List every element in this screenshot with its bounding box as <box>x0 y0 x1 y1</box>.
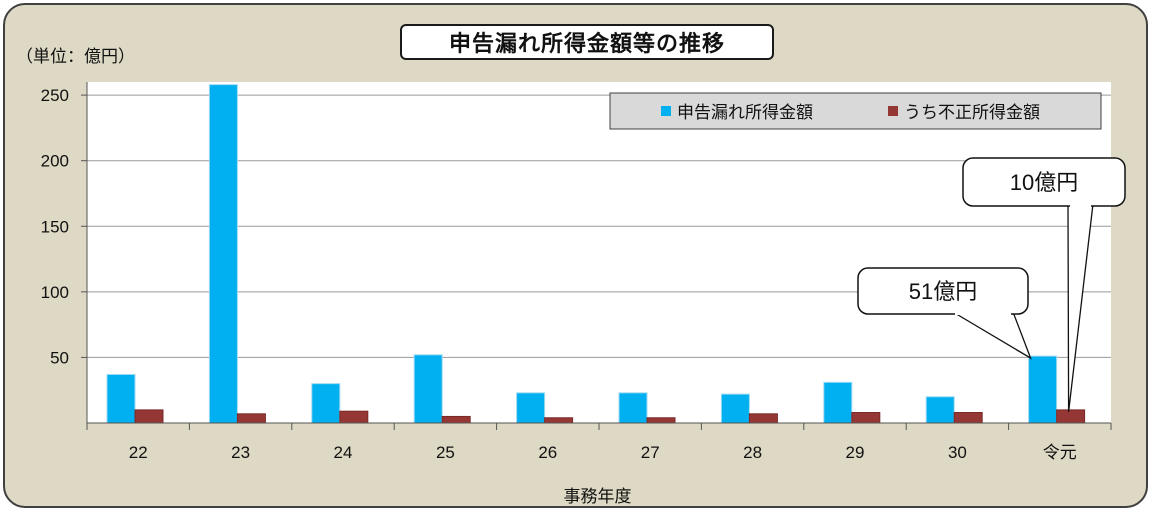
y-tick-label: 200 <box>41 152 69 171</box>
x-tick-label: 29 <box>846 443 865 462</box>
legend-swatch <box>888 106 898 116</box>
y-tick-label: 100 <box>41 283 69 302</box>
bar-series-2 <box>544 417 574 424</box>
x-tick-label: 24 <box>334 443 353 462</box>
bar-series-1 <box>208 84 238 424</box>
x-tick-label: 22 <box>129 443 148 462</box>
plot-area <box>87 82 1111 423</box>
bar-series-2 <box>748 413 778 424</box>
y-tick-label: 150 <box>41 217 69 236</box>
x-tick-label: 30 <box>948 443 967 462</box>
bar-series-2 <box>1056 409 1086 424</box>
callout-box <box>857 267 1029 315</box>
bar-series-2 <box>134 409 164 424</box>
bar-series-1 <box>311 383 341 424</box>
bar-series-1 <box>925 396 955 424</box>
x-tick-label: 23 <box>231 443 250 462</box>
bar-series-1 <box>618 392 648 424</box>
x-tick-label: 令元 <box>1043 443 1077 462</box>
callout-join <box>1070 203 1091 207</box>
chart-title: 申告漏れ所得金額等の推移 <box>400 24 774 60</box>
legend-label: うち不正所得金額 <box>904 103 1040 123</box>
legend-label: 申告漏れ所得金額 <box>677 103 813 123</box>
unit-label: （単位：億円） <box>16 47 135 67</box>
legend-swatch <box>661 106 671 116</box>
bar-series-1 <box>106 373 136 424</box>
bar-series-1 <box>823 381 853 424</box>
bar-series-2 <box>236 413 266 424</box>
bar-series-2 <box>953 412 983 424</box>
bar-series-1 <box>1028 355 1058 424</box>
callout-label: 10億円 <box>1010 170 1078 195</box>
y-tick-label: 250 <box>41 86 69 105</box>
callout-box <box>962 157 1126 207</box>
callout-label: 51億円 <box>909 279 977 304</box>
bar-series-2 <box>441 415 471 424</box>
callout-join <box>955 311 1011 315</box>
x-tick-label: 27 <box>641 443 660 462</box>
bar-series-1 <box>516 392 546 424</box>
x-tick-label: 28 <box>743 443 762 462</box>
x-tick-label: 26 <box>538 443 557 462</box>
x-tick-label: 25 <box>436 443 455 462</box>
bar-series-1 <box>413 354 443 424</box>
bar-series-2 <box>339 410 369 424</box>
y-tick-label: 50 <box>50 348 69 367</box>
bar-series-1 <box>720 393 750 424</box>
x-axis-title: 事務年度 <box>563 487 632 507</box>
bar-series-2 <box>851 412 881 424</box>
legend-box <box>609 92 1102 130</box>
bar-series-2 <box>646 417 676 424</box>
